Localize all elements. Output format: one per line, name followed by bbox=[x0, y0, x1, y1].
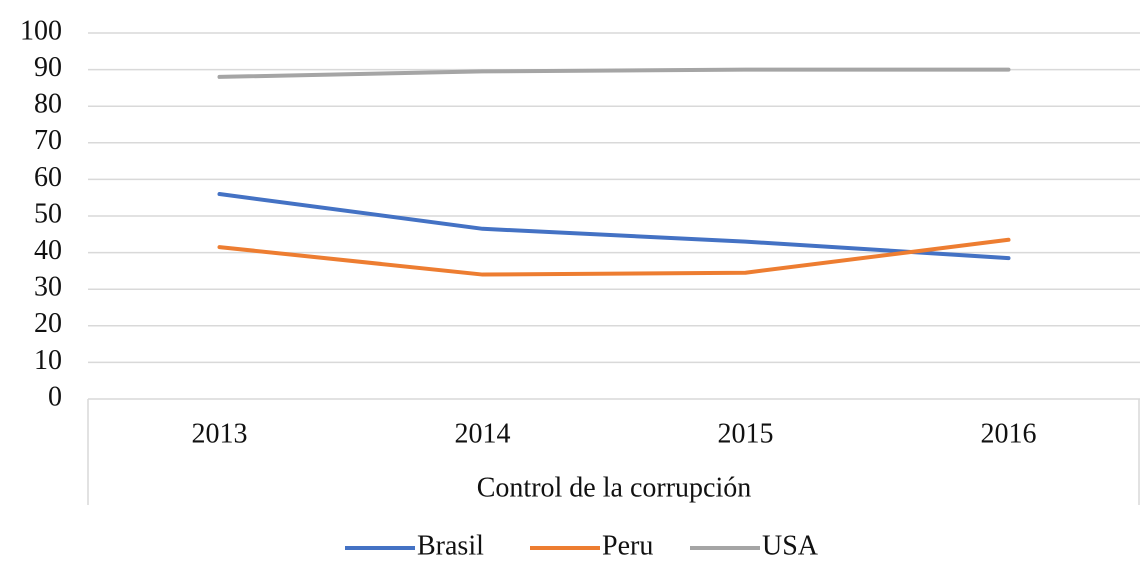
y-tick-label: 50 bbox=[34, 198, 62, 229]
x-axis-label: Control de la corrupción bbox=[477, 472, 751, 503]
y-tick-label: 80 bbox=[34, 89, 62, 120]
y-tick-label: 100 bbox=[20, 15, 62, 46]
y-tick-label: 90 bbox=[34, 52, 62, 83]
y-tick-label: 10 bbox=[34, 345, 62, 376]
y-tick-label: 70 bbox=[34, 125, 62, 156]
y-tick-label: 60 bbox=[34, 162, 62, 193]
y-tick-label: 40 bbox=[34, 235, 62, 266]
line-series bbox=[217, 192, 1011, 261]
x-tick-label: 2013 bbox=[192, 418, 248, 449]
y-tick-label: 0 bbox=[48, 381, 62, 412]
y-tick-label: 30 bbox=[34, 272, 62, 303]
legend-label: Peru bbox=[602, 530, 653, 561]
legend-label: Brasil bbox=[417, 530, 484, 561]
x-tick-label: 2015 bbox=[718, 418, 774, 449]
line-series bbox=[217, 237, 1011, 277]
x-tick-label: 2014 bbox=[455, 418, 511, 449]
legend-label: USA bbox=[762, 530, 819, 561]
y-tick-label: 20 bbox=[34, 308, 62, 339]
line-series bbox=[217, 67, 1011, 79]
x-tick-label: 2016 bbox=[981, 418, 1037, 449]
